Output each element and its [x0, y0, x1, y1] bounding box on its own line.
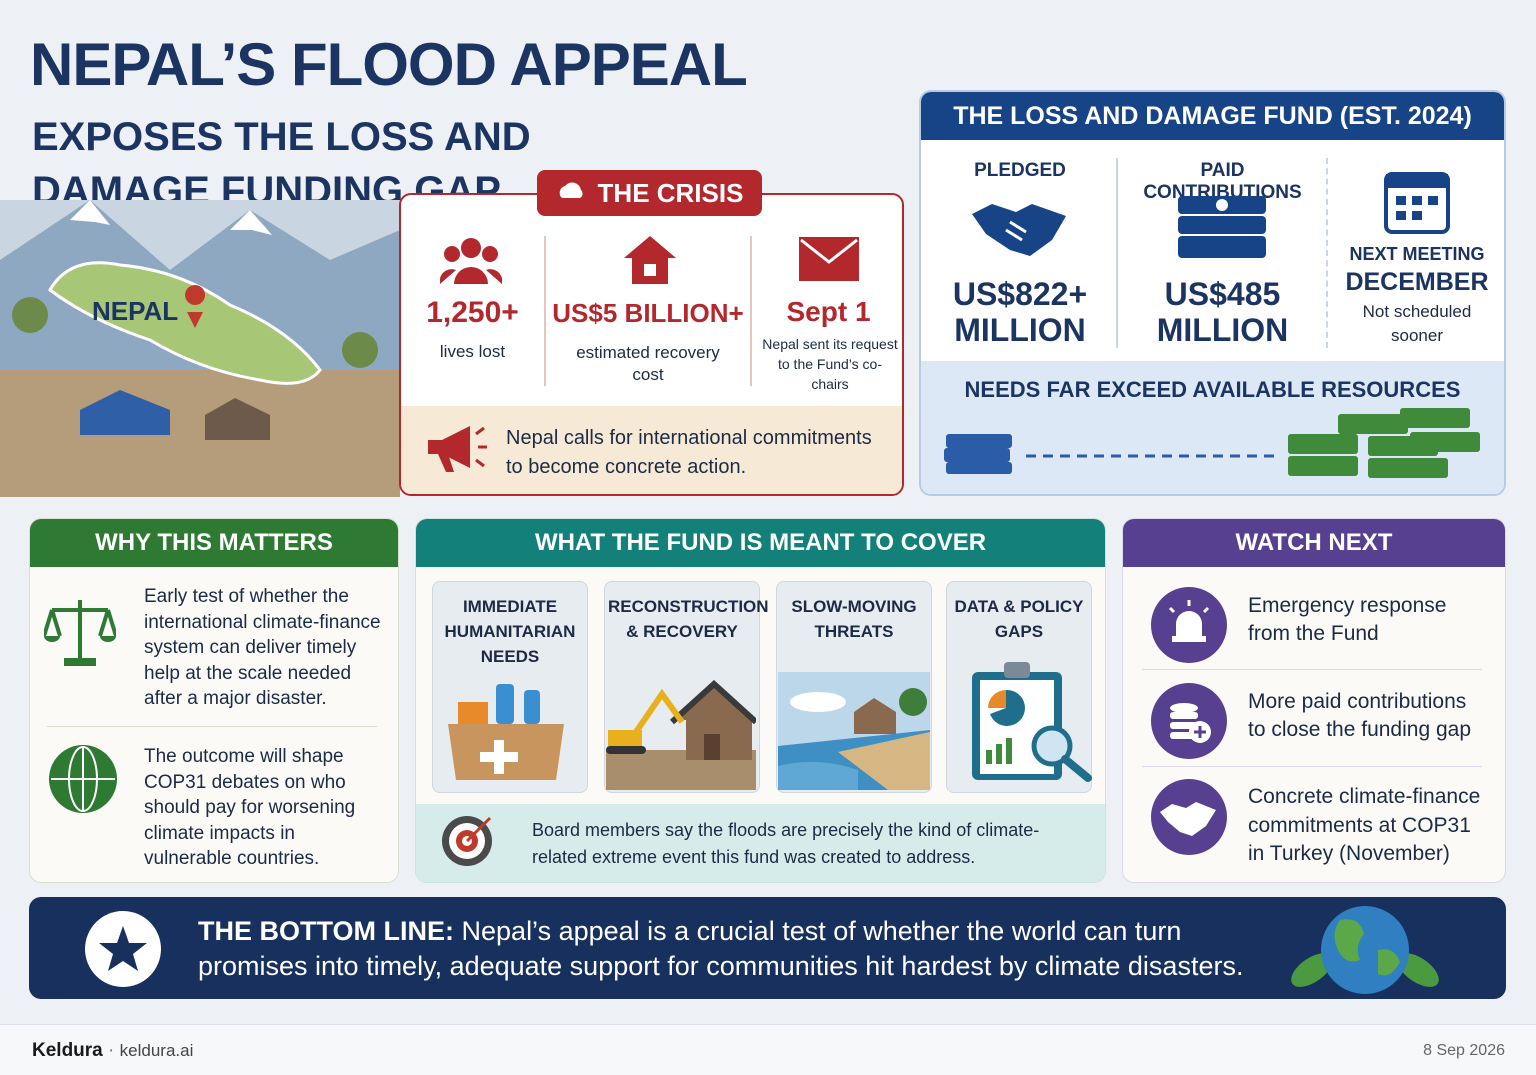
divider	[1142, 669, 1482, 670]
tree	[12, 297, 48, 333]
divider	[544, 236, 546, 386]
divider	[47, 726, 377, 727]
stat-value: 1,250+	[426, 296, 519, 329]
meeting-label: NEXT MEETING	[1349, 244, 1485, 264]
crisis-call: Nepal calls for international commitment…	[506, 427, 872, 478]
map-label: NEPAL	[92, 296, 179, 326]
earth-icon	[1291, 906, 1439, 994]
separator: ·	[108, 1040, 115, 1061]
gap-graphic	[944, 408, 1480, 478]
why-panel: WHY THIS MATTERS	[29, 518, 399, 883]
mail-icon	[799, 237, 859, 281]
bottom-line-text: THE BOTTOM LINE: Nepal’s appeal is a cru…	[198, 914, 1268, 984]
scales-icon	[44, 600, 116, 666]
cover-note-bg	[416, 804, 1105, 882]
house-icon	[624, 236, 676, 284]
cover-item: RECONSTRUCTION & RECOVERY	[608, 597, 769, 641]
handshake-icon	[972, 204, 1066, 256]
date: 8 Sep 2026	[1423, 1042, 1505, 1059]
coins-icon	[1151, 683, 1227, 759]
megaphone-icon	[428, 426, 487, 472]
cover-heading: WHAT THE FUND IS MEANT TO COVER	[416, 519, 1105, 567]
pledged-value: US$822+ MILLION	[952, 276, 1088, 348]
crisis-call-bg	[401, 406, 902, 494]
watch-item: Emergency response from the Fund	[1248, 594, 1447, 645]
money-icon	[1178, 196, 1266, 258]
watch-item: Concrete climate-finance commitments at …	[1248, 785, 1481, 865]
why-heading: WHY THIS MATTERS	[30, 519, 398, 567]
globe-icon	[49, 745, 117, 813]
gap-heading: NEEDS FAR EXCEED AVAILABLE RESOURCES	[964, 377, 1461, 402]
stat-label: lives lost	[439, 342, 506, 361]
subtitle: EXPOSES THE LOSS AND DAMAGE FUNDING GAP	[32, 115, 531, 213]
why-point: Early test of whether the international …	[144, 586, 381, 709]
meeting-note: Not scheduled sooner	[1362, 302, 1472, 345]
title: NEPAL’S FLOOD APPEAL	[30, 31, 748, 98]
report-illustration	[972, 662, 1092, 782]
star-icon	[85, 911, 161, 987]
stat-value: Sept 1	[786, 296, 871, 327]
cover-item: IMMEDIATE HUMANITARIAN NEEDS	[444, 597, 576, 666]
divider	[1116, 158, 1118, 348]
crisis-heading: THE CRISIS	[597, 177, 744, 208]
nepal-map	[48, 261, 322, 385]
storm-icon	[559, 182, 583, 198]
tree	[342, 332, 378, 368]
brand: Keldura	[32, 1040, 103, 1061]
coast-illustration	[778, 672, 930, 790]
ground	[0, 370, 400, 497]
crisis-badge: THE CRISIS	[537, 170, 762, 216]
cover-item: DATA & POLICY GAPS	[954, 597, 1084, 641]
landscape	[0, 200, 400, 497]
stat-label: Nepal sent its request to the Fund’s co-…	[762, 336, 898, 392]
divider	[1326, 158, 1328, 348]
target-icon	[442, 816, 492, 866]
divider	[1142, 766, 1482, 767]
watch-item: More paid contributions to close the fun…	[1248, 690, 1472, 741]
cover-item: SLOW-MOVING THREATS	[791, 597, 917, 641]
reconstruction-illustration	[606, 680, 756, 790]
stat-label: estimated recovery cost	[576, 343, 720, 384]
snow	[230, 210, 272, 235]
paid-value: US$485 MILLION	[1156, 276, 1289, 348]
bottom-line-bar	[29, 897, 1506, 999]
site: keldura.ai	[119, 1041, 194, 1060]
meeting-value: DECEMBER	[1345, 268, 1489, 296]
divider	[750, 236, 752, 386]
stat-value: US$5 BILLION+	[552, 298, 744, 328]
fund-heading: THE LOSS AND DAMAGE FUND (EST. 2024)	[921, 92, 1504, 140]
footer-brand-line: Keldura · keldura.ai	[32, 1040, 193, 1062]
why-point: The outcome will shape COP31 debates on …	[144, 746, 356, 869]
people-icon	[440, 238, 502, 284]
bottom-line-label: THE BOTTOM LINE:	[198, 916, 454, 946]
snow	[70, 200, 110, 225]
pledged-label: PLEDGED	[974, 160, 1066, 181]
pin	[185, 285, 206, 328]
cover-note: Board members say the floods are precise…	[532, 820, 1040, 867]
fund-panel: THE LOSS AND DAMAGE FUND (EST. 2024)	[919, 90, 1506, 496]
aid-box-illustration	[448, 684, 564, 780]
house	[80, 390, 170, 435]
house	[205, 398, 270, 440]
watch-heading: WATCH NEXT	[1123, 519, 1505, 567]
alarm-icon	[1151, 587, 1227, 663]
handshake-icon	[1151, 779, 1227, 855]
bottom-line-message: Nepal’s appeal is a crucial test of whet…	[198, 916, 1244, 981]
calendar-icon	[1384, 172, 1450, 234]
footer	[0, 1024, 1536, 1075]
